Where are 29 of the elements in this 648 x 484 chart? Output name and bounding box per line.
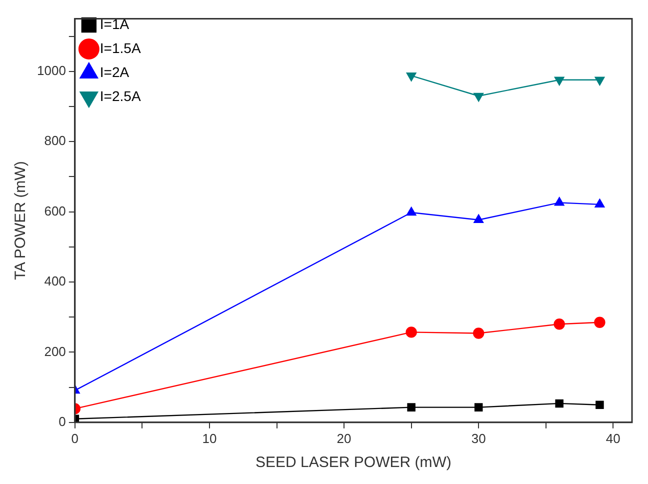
y-tick-label: 1000: [37, 63, 66, 78]
point: [407, 403, 416, 412]
y-tick-label: 800: [44, 133, 66, 148]
x-tick-label: 30: [471, 430, 486, 446]
x-tick-label: 40: [606, 430, 620, 446]
point: [474, 403, 483, 412]
x-tick-label: 0: [71, 430, 79, 446]
legend-label: I=2.5A: [100, 88, 142, 104]
point: [554, 318, 565, 330]
point: [406, 72, 416, 82]
legend-label: I=2A: [100, 64, 130, 80]
point: [594, 76, 605, 86]
x-axis-title: SEED LASER POWER (mW): [256, 454, 452, 472]
point: [594, 316, 606, 328]
point: [406, 326, 417, 338]
x-tick-label: 10: [202, 430, 217, 446]
y-axis-title: TA POWER (mW): [12, 161, 30, 280]
legend-label: I=1A: [100, 16, 130, 32]
x-tick-label: 20: [336, 430, 352, 446]
y-tick-label: 400: [44, 274, 66, 289]
legend-label: I=1.5A: [100, 40, 142, 56]
point: [473, 328, 484, 339]
point: [596, 400, 604, 409]
point: [554, 76, 564, 86]
y-tick-label: 200: [44, 344, 66, 359]
point: [555, 399, 564, 408]
y-tick-label: 0: [58, 414, 66, 429]
point: [474, 92, 484, 102]
y-tick-label: 600: [44, 203, 66, 218]
